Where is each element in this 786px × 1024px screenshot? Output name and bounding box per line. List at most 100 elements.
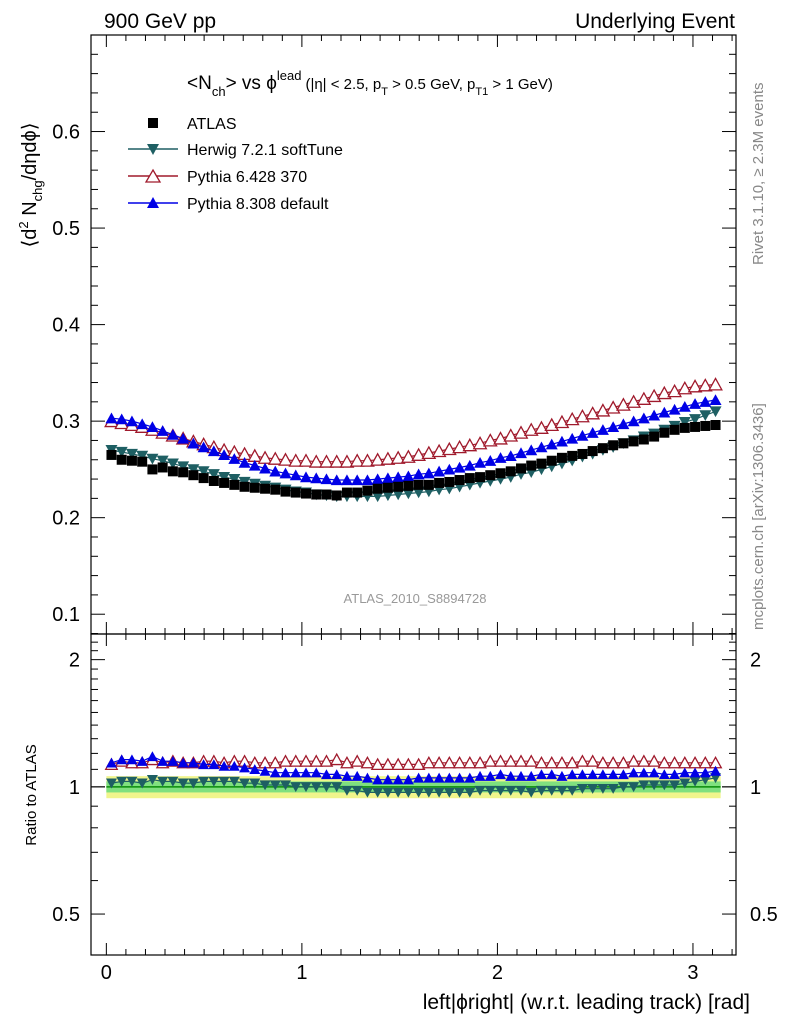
legend-item-atlas: ATLAS — [148, 116, 237, 133]
ratio-point-herwig-7-2-1-softtune — [587, 784, 599, 794]
series-atlas — [106, 420, 721, 501]
legend-item-herwig: Herwig 7.2.1 softTune — [128, 142, 343, 159]
ratio-series-pythia-8-308-default — [105, 751, 722, 785]
point-pythia-8-308-default — [392, 471, 405, 483]
ratio-point-pythia-6-428-370 — [606, 755, 621, 769]
ratio-point-pythia-6-428-370 — [381, 757, 395, 771]
ratio-point-herwig-7-2-1-softtune — [105, 778, 117, 789]
ratio-point-herwig-7-2-1-softtune — [669, 780, 681, 791]
x-tick-label: 2 — [492, 962, 503, 984]
ratio-point-pythia-6-428-370 — [555, 755, 569, 769]
ratio-point-herwig-7-2-1-softtune — [628, 782, 640, 793]
point-pythia-8-308-default — [228, 453, 241, 464]
ratio-point-pythia-8-308-default — [638, 767, 650, 778]
ratio-point-herwig-7-2-1-softtune — [433, 787, 445, 798]
point-atlas — [710, 420, 721, 431]
point-pythia-6-428-370 — [339, 454, 355, 468]
ratio-point-herwig-7-2-1-softtune — [249, 778, 261, 789]
ratio-point-herwig-7-2-1-softtune — [239, 778, 251, 789]
point-herwig-7-2-1-softtune — [392, 489, 405, 501]
point-atlas — [434, 477, 445, 488]
ratio-point-herwig-7-2-1-softtune — [392, 787, 404, 798]
point-herwig-7-2-1-softtune — [136, 450, 149, 462]
ratio-point-pythia-6-428-370 — [585, 754, 600, 767]
point-pythia-8-308-default — [207, 445, 220, 457]
point-herwig-7-2-1-softtune — [156, 455, 169, 467]
point-atlas — [475, 472, 486, 483]
point-pythia-8-308-default — [289, 469, 302, 481]
ratio-point-herwig-7-2-1-softtune — [126, 776, 138, 787]
point-atlas — [157, 462, 168, 473]
point-pythia-8-308-default — [443, 463, 456, 475]
ratio-point-pythia-8-308-default — [239, 762, 251, 773]
point-pythia-6-428-370 — [554, 414, 570, 429]
point-pythia-6-428-370 — [697, 378, 713, 392]
legend-item-pythia6: Pythia 6.428 370 — [128, 168, 307, 186]
point-pythia-8-308-default — [709, 394, 722, 406]
point-atlas — [679, 422, 690, 433]
point-pythia-8-308-default — [125, 415, 138, 427]
point-pythia-8-308-default — [146, 421, 159, 433]
point-pythia-8-308-default — [648, 409, 661, 421]
legend-marker-pythia6 — [144, 168, 162, 183]
point-pythia-8-308-default — [310, 472, 323, 484]
point-pythia-6-428-370 — [656, 385, 672, 400]
point-atlas — [106, 449, 117, 460]
ratio-point-herwig-7-2-1-softtune — [167, 776, 179, 787]
point-pythia-8-308-default — [351, 474, 364, 486]
y-tick-label: 0.4 — [52, 315, 80, 337]
point-pythia-8-308-default — [218, 449, 231, 461]
point-pythia-8-308-default — [453, 461, 466, 473]
point-atlas — [608, 440, 619, 451]
point-herwig-7-2-1-softtune — [402, 488, 415, 500]
series-pythia-6-428-370 — [104, 377, 723, 468]
point-pythia-8-308-default — [637, 412, 650, 424]
ratio-point-pythia-6-428-370 — [401, 757, 416, 771]
point-pythia-6-428-370 — [390, 450, 406, 464]
point-pythia-8-308-default — [320, 473, 333, 485]
ratio-point-pythia-6-428-370 — [565, 755, 580, 769]
ratio-point-herwig-7-2-1-softtune — [116, 776, 128, 787]
ratio-y-tick-label: 1 — [69, 777, 80, 799]
point-atlas — [239, 481, 250, 492]
point-pythia-6-428-370 — [503, 428, 519, 442]
point-pythia-8-308-default — [259, 462, 272, 474]
ratio-point-pythia-6-428-370 — [329, 752, 344, 766]
point-atlas — [638, 434, 649, 445]
point-pythia-8-308-default — [340, 474, 353, 486]
ratio-point-pythia-6-428-370 — [544, 755, 559, 769]
header-right: Underlying Event — [575, 10, 735, 33]
point-pythia-6-428-370 — [349, 453, 365, 467]
point-atlas — [321, 489, 332, 500]
point-pythia-6-428-370 — [667, 383, 682, 398]
ratio-point-pythia-6-428-370 — [391, 757, 406, 771]
series-herwig-7-2-1-softtune — [105, 406, 722, 503]
point-pythia-6-428-370 — [534, 420, 549, 434]
point-atlas — [341, 487, 352, 498]
y-tick-label: 0.3 — [52, 411, 80, 433]
point-atlas — [577, 448, 588, 459]
header-left: 900 GeV pp — [104, 10, 216, 33]
ratio-point-herwig-7-2-1-softtune — [310, 782, 322, 793]
legend-marker-pythia8 — [147, 197, 159, 208]
ratio-point-herwig-7-2-1-softtune — [423, 787, 435, 798]
ratio-point-pythia-6-428-370 — [319, 754, 334, 767]
point-herwig-7-2-1-softtune — [146, 453, 159, 465]
point-atlas — [290, 487, 301, 498]
y-tick-label: 0.1 — [52, 604, 80, 626]
ratio-point-pythia-8-308-default — [382, 774, 394, 785]
ratio-point-pythia-8-308-default — [607, 769, 619, 780]
point-pythia-6-428-370 — [441, 441, 457, 456]
point-atlas — [382, 482, 393, 493]
point-pythia-6-428-370 — [585, 406, 601, 420]
ratio-point-pythia-8-308-default — [484, 770, 496, 781]
point-pythia-8-308-default — [361, 474, 374, 486]
ratio-point-pythia-6-428-370 — [483, 754, 498, 767]
ratio-point-pythia-6-428-370 — [616, 755, 631, 769]
point-atlas — [505, 466, 516, 477]
point-atlas — [454, 475, 465, 486]
ratio-point-herwig-7-2-1-softtune — [464, 787, 476, 798]
ratio-point-pythia-6-428-370 — [309, 754, 324, 767]
point-herwig-7-2-1-softtune — [709, 406, 722, 418]
ratio-point-herwig-7-2-1-softtune — [679, 778, 691, 789]
